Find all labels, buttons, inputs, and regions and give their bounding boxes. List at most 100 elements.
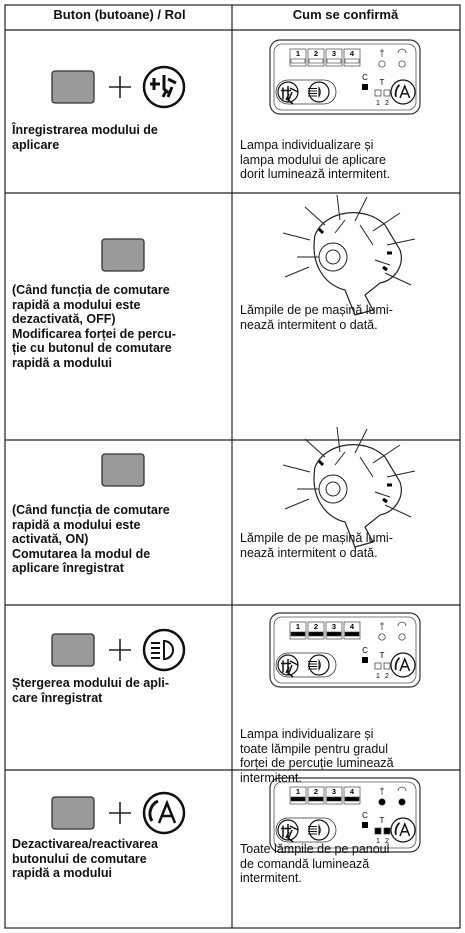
- mode-box: [289, 48, 307, 67]
- mode-number: 1: [296, 49, 300, 58]
- mode-box: [307, 621, 325, 640]
- text-line: lampa modului de aplicare: [240, 152, 386, 167]
- mode-box: [289, 786, 307, 805]
- tool-illustration: [281, 193, 417, 317]
- status-icons: [380, 48, 407, 57]
- mode-number: 4: [350, 787, 355, 796]
- text-line: Înregistrarea modului de: [12, 123, 158, 137]
- header-cell: Buton (butoane) / Rol: [53, 7, 186, 22]
- button-pill: [275, 79, 337, 105]
- clear-lamp: [362, 657, 368, 663]
- status-lamp: [378, 60, 386, 68]
- panel-outline: [269, 777, 421, 853]
- confirmation-text: Lampa individualizare și toate lămpile pe…: [240, 727, 394, 785]
- mode-box: [325, 621, 343, 640]
- mode-box: [325, 786, 343, 805]
- timer-lamp: [383, 827, 391, 835]
- mode-button: [51, 633, 95, 667]
- mode-lamp: [344, 631, 360, 637]
- timer-label: T: [380, 651, 385, 660]
- mode-lamp: [308, 796, 324, 802]
- auto-arrow: [394, 84, 401, 97]
- light-glyph: [308, 658, 321, 672]
- confirmation-text: Lămpile de pe mașină lumi-nează intermit…: [240, 303, 393, 332]
- mode-button: [101, 453, 145, 487]
- auto-arrow: [394, 657, 401, 670]
- text-line: rapidă a modului este: [12, 517, 141, 532]
- timer-number: 1: [376, 100, 380, 107]
- clear-label: C: [362, 811, 368, 820]
- button-pill: [275, 652, 337, 678]
- button-pill: [275, 817, 337, 843]
- role-text: Dezactivarea/reactivarea butonului de com…: [12, 837, 158, 881]
- status-lamp: [398, 633, 406, 641]
- text-line: Lămpile de pe mașină lumi-: [240, 531, 393, 545]
- tool-illustration: [281, 425, 417, 549]
- timer-number: 2: [385, 673, 389, 680]
- text-line: forței de percuție luminează: [240, 756, 394, 771]
- status-lamp: [398, 60, 406, 68]
- text-line: nează intermitent o dată.: [240, 545, 378, 560]
- text-line: Lampa individualizare și: [240, 138, 374, 152]
- mode-button: [101, 238, 145, 272]
- role-text: (Când funcția de comutare rapidă a modulu…: [12, 283, 176, 371]
- mode-lamp: [308, 631, 324, 637]
- text-line: aplicare înregistrat: [12, 561, 124, 576]
- header-cell: Cum se confirmă: [292, 7, 399, 22]
- status-lamp: [398, 798, 406, 806]
- text-line: dorit luminează intermitent.: [240, 167, 391, 182]
- status-lamp: [378, 798, 386, 806]
- mode-lamp: [326, 58, 342, 64]
- mode-button: [51, 70, 95, 104]
- auto-arrow: [394, 822, 401, 835]
- timer-number: 1: [376, 838, 380, 845]
- mode-box: [289, 621, 307, 640]
- mode-lamp: [344, 58, 360, 64]
- mode-lamp: [326, 631, 342, 637]
- hammer-glyph: [281, 86, 299, 105]
- role-text: Înregistrarea modului de aplicare: [12, 123, 158, 152]
- plus-sign: [109, 639, 131, 661]
- text-line: Ștergerea modului de apli-: [12, 676, 169, 690]
- timer-lamp: [383, 662, 391, 670]
- light-glyph: [308, 823, 321, 837]
- mode-box: [343, 48, 361, 67]
- text-line: rapidă a modului: [12, 355, 113, 370]
- role-text: (Când funcția de comutare rapidă a modulu…: [12, 503, 170, 576]
- timer-label: T: [380, 78, 385, 87]
- hammer-glyph: [281, 824, 299, 843]
- text-line: nează intermitent o dată.: [240, 317, 378, 332]
- text-line: de comandă luminează: [240, 856, 370, 871]
- auto-glyph: [399, 821, 411, 837]
- mode-number: 4: [350, 49, 355, 58]
- timer-lamp: [374, 827, 382, 835]
- mode-number: 4: [350, 622, 355, 631]
- text-line: activată, ON): [12, 532, 89, 547]
- confirmation-text: Lămpile de pe mașină lumi-nează intermit…: [240, 531, 393, 560]
- mode-number: 1: [296, 787, 300, 796]
- mode-number: 3: [332, 622, 336, 631]
- role-text: Ștergerea modului de apli-care înregistr…: [12, 676, 169, 705]
- text-line: Lampa individualizare și: [240, 727, 374, 741]
- timer-label: T: [380, 816, 385, 825]
- text-line: aplicare: [12, 137, 60, 152]
- plus-sign: [109, 76, 131, 98]
- panel-inner: [273, 781, 417, 849]
- mode-number: 3: [332, 787, 336, 796]
- mode-box: [307, 786, 325, 805]
- auto-glyph: [157, 799, 177, 824]
- mode-box: [343, 786, 361, 805]
- mode-number: 2: [314, 49, 318, 58]
- timer-lamp: [374, 89, 382, 97]
- timer-lamp: [374, 662, 382, 670]
- text-line: Modificarea forței de percu-: [12, 326, 176, 341]
- confirmation-text: Lampa individualizare și lampa modului de…: [240, 138, 390, 182]
- text-line: Dezactivarea/reactivarea: [12, 837, 158, 851]
- clear-lamp: [362, 84, 368, 90]
- text-line: intermitent.: [240, 871, 302, 886]
- panel-inner: [273, 616, 417, 684]
